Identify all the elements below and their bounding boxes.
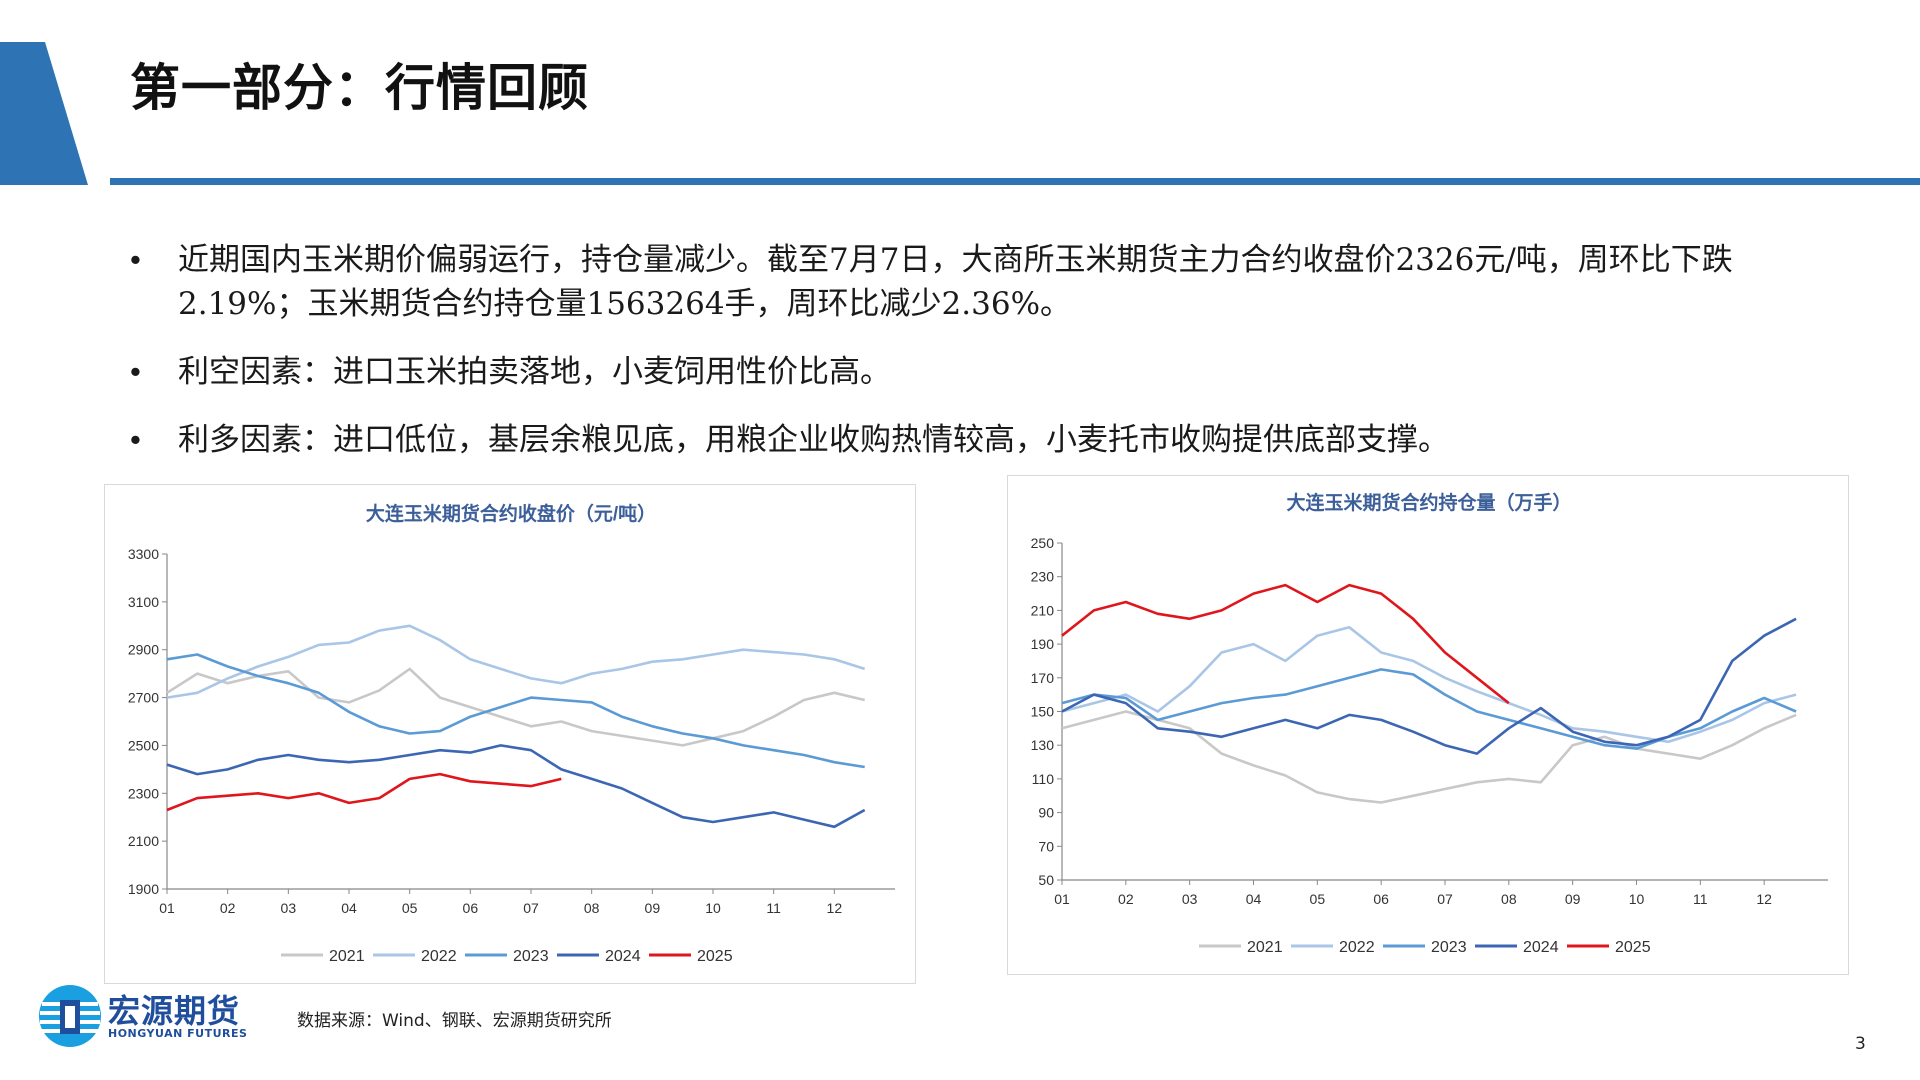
y-tick-label: 2500 <box>128 737 159 753</box>
bullet-item: • 利多因素：进口低位，基层余粮见底，用粮企业收购热情较高，小麦托市收购提供底部… <box>130 418 1790 462</box>
x-tick-label: 09 <box>645 900 661 916</box>
logo-emblem-icon <box>39 985 101 1047</box>
series-line-2021 <box>1061 710 1797 804</box>
x-tick-label: 03 <box>1182 891 1198 907</box>
y-tick-label: 3300 <box>128 546 159 562</box>
bullet-item: • 利空因素：进口玉米拍卖落地，小麦饲用性价比高。 <box>130 350 1790 394</box>
y-tick-label: 50 <box>1038 872 1054 888</box>
chart-title: 大连玉米期货合约持仓量（万手） <box>1286 491 1571 514</box>
bullet-text: 利空因素：进口玉米拍卖落地，小麦饲用性价比高。 <box>178 354 891 390</box>
series-line-2024 <box>1061 617 1797 755</box>
legend-label: 2023 <box>1431 939 1467 956</box>
y-tick-label: 2900 <box>128 642 159 658</box>
closing-price-chart: 大连玉米期货合约收盘价（元/吨） 1900 2100 2300 2500 2700 2900… <box>104 484 916 984</box>
x-tick-label: 09 <box>1565 891 1581 907</box>
legend-label: 2024 <box>1523 939 1559 956</box>
series-line-2022 <box>1061 626 1797 744</box>
legend-label: 2021 <box>1247 939 1283 956</box>
page-title: 第一部分：行情回顾 <box>130 59 589 117</box>
series-line-2022 <box>166 624 866 699</box>
y-tick-label: 2700 <box>128 690 159 706</box>
bullet-text: 利多因素：进口低位，基层余粮见底，用粮企业收购热情较高，小麦托市收购提供底部支撑… <box>178 422 1449 458</box>
bullet-item: • 近期国内玉米期价偏弱运行，持仓量减少。截至7月7日，大商所玉米期货主力合约收… <box>130 238 1790 326</box>
bullet-text: 近期国内玉米期价偏弱运行，持仓量减少。截至7月7日，大商所玉米期货主力合约收盘价… <box>178 242 1733 322</box>
x-tick-label: 04 <box>341 900 357 916</box>
page-number: 3 <box>1855 1034 1866 1054</box>
y-tick-label: 70 <box>1038 838 1054 854</box>
bullet-marker: • <box>130 354 141 389</box>
y-tick-label: 190 <box>1031 636 1055 652</box>
x-tick-label: 05 <box>402 900 418 916</box>
x-tick-label: 08 <box>584 900 600 916</box>
series-line-2021 <box>166 667 865 747</box>
x-tick-label: 10 <box>1629 891 1645 907</box>
data-source-note: 数据来源：Wind、钢联、宏源期货研究所 <box>297 1011 612 1031</box>
y-tick-label: 2300 <box>128 785 159 801</box>
open-interest-chart: 大连玉米期货合约持仓量（万手） 50 70 90 110 130 150 170 190 210 2… <box>1007 475 1849 975</box>
y-tick-label: 90 <box>1038 805 1054 821</box>
corner-accent-shape <box>0 42 88 185</box>
bullet-marker: • <box>130 242 141 277</box>
y-tick-label: 250 <box>1031 535 1055 551</box>
x-tick-label: 05 <box>1310 891 1326 907</box>
y-tick-label: 2100 <box>128 833 159 849</box>
series-line-2023 <box>166 653 865 769</box>
legend-label: 2022 <box>421 948 457 965</box>
x-tick-label: 10 <box>705 900 721 916</box>
title-underline <box>110 178 1920 185</box>
x-tick-label: 03 <box>281 900 297 916</box>
company-logo: 宏源期货 HONGYUAN FUTURES <box>36 982 276 1052</box>
bullet-list: • 近期国内玉米期价偏弱运行，持仓量减少。截至7月7日，大商所玉米期货主力合约收… <box>130 238 1790 486</box>
y-tick-label: 1900 <box>128 881 159 897</box>
series-line-2024 <box>166 744 866 829</box>
chart-title: 大连玉米期货合约收盘价（元/吨） <box>366 502 656 525</box>
open-interest-chart-svg: 大连玉米期货合约持仓量（万手） 50 70 90 110 130 150 170 190 210 2… <box>1031 491 1828 956</box>
y-tick-label: 150 <box>1031 704 1055 720</box>
y-tick-label: 130 <box>1031 737 1055 753</box>
logo-english-name: HONGYUAN FUTURES <box>108 1027 248 1040</box>
x-tick-label: 02 <box>1118 891 1134 907</box>
logo-chinese-name: 宏源期货 <box>108 992 241 1030</box>
y-tick-label: 170 <box>1031 670 1055 686</box>
x-tick-label: 06 <box>1373 891 1389 907</box>
x-tick-label: 12 <box>827 900 843 916</box>
y-tick-label: 110 <box>1032 771 1055 787</box>
bullet-marker: • <box>130 422 141 457</box>
x-tick-label: 07 <box>1437 891 1453 907</box>
legend-label: 2022 <box>1339 939 1375 956</box>
legend-label: 2021 <box>329 948 365 965</box>
x-tick-label: 06 <box>463 900 479 916</box>
x-tick-label: 01 <box>159 900 175 916</box>
y-tick-label: 230 <box>1031 569 1055 585</box>
x-tick-label: 07 <box>523 900 539 916</box>
closing-price-chart-svg: 大连玉米期货合约收盘价（元/吨） 1900 2100 2300 2500 2700 2900… <box>128 502 895 965</box>
legend-label: 2025 <box>1615 939 1651 956</box>
x-tick-label: 04 <box>1246 891 1262 907</box>
x-tick-label: 12 <box>1756 891 1772 907</box>
x-tick-label: 11 <box>1693 891 1708 907</box>
x-tick-label: 02 <box>220 900 236 916</box>
legend-label: 2025 <box>697 948 733 965</box>
y-tick-label: 3100 <box>128 594 159 610</box>
x-tick-label: 08 <box>1501 891 1517 907</box>
legend-label: 2024 <box>605 948 641 965</box>
series-line-2025 <box>1061 583 1510 705</box>
series-line-2025 <box>166 772 562 812</box>
x-tick-label: 01 <box>1054 891 1070 907</box>
y-tick-label: 210 <box>1031 602 1055 618</box>
legend-label: 2023 <box>513 948 549 965</box>
x-tick-label: 11 <box>766 900 781 916</box>
